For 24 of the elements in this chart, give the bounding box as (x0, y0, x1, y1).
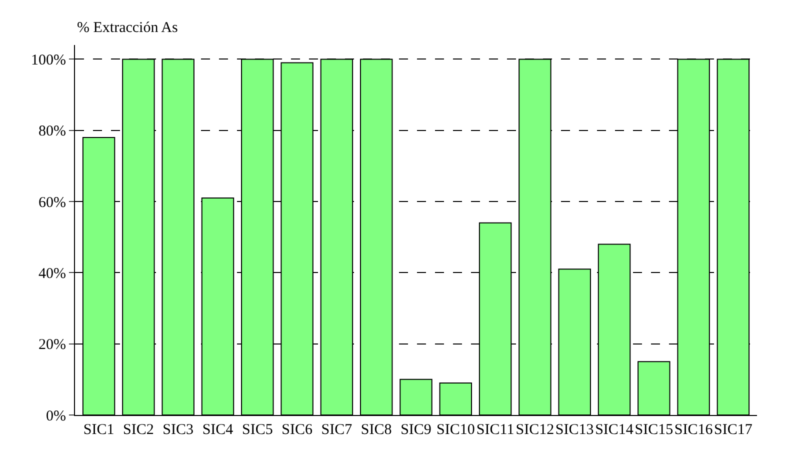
x-tick-label: SIC9 (400, 422, 432, 438)
y-tick-label: 80% (38, 124, 66, 140)
x-tick-label: SIC8 (360, 422, 392, 438)
x-tick-label: SIC5 (242, 422, 273, 438)
y-axis-title: % Extracción As (77, 20, 178, 36)
y-tick-label: 60% (38, 194, 66, 211)
x-tick-label: SIC16 (674, 422, 714, 438)
x-tick-label: SIC11 (476, 422, 514, 438)
x-tick-label: SIC14 (595, 422, 634, 438)
y-tick-label: 40% (38, 266, 66, 282)
x-tick-label: SIC1 (83, 422, 114, 438)
x-tick-label: SIC6 (282, 422, 313, 438)
y-tick-label: 20% (38, 337, 66, 354)
x-tick-label: SIC13 (555, 422, 594, 438)
x-tick-label: SIC7 (321, 422, 353, 438)
x-tick-label: SIC3 (162, 422, 194, 438)
x-tick-label: SIC17 (714, 422, 753, 438)
x-tick-label: SIC10 (436, 422, 475, 438)
x-tick-label: SIC2 (123, 422, 154, 438)
x-tick-label: SIC4 (202, 422, 234, 438)
y-tick-label: 0% (46, 408, 66, 424)
y-tick-label: 100% (31, 52, 66, 68)
x-tick-label: SIC12 (516, 422, 554, 438)
x-tick-label: SIC15 (634, 422, 674, 438)
